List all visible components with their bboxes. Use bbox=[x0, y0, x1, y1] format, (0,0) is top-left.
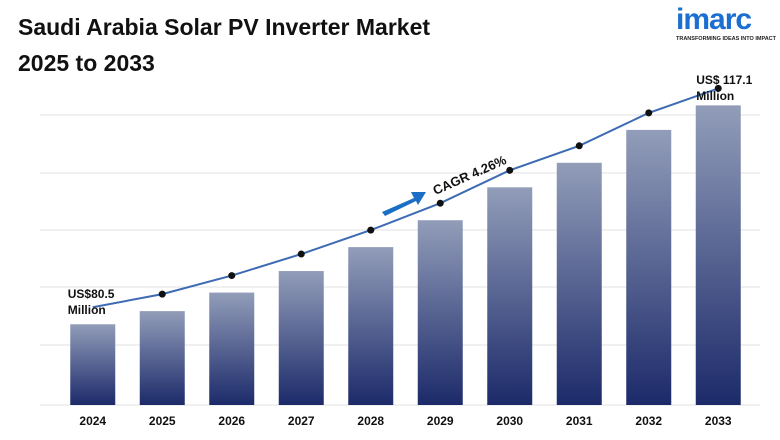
trend-line bbox=[92, 87, 719, 309]
trend-dot bbox=[297, 250, 305, 258]
trend-dot bbox=[645, 109, 653, 117]
bar bbox=[348, 247, 394, 405]
bar bbox=[695, 105, 741, 405]
bar bbox=[556, 162, 602, 405]
chart-title: Saudi Arabia Solar PV Inverter Market bbox=[18, 14, 431, 40]
bar bbox=[626, 129, 672, 405]
x-tick-label: 2032 bbox=[635, 414, 662, 428]
x-tick-label: 2030 bbox=[496, 414, 523, 428]
cagr-arrow bbox=[382, 192, 426, 216]
x-tick-label: 2024 bbox=[79, 414, 106, 428]
bar bbox=[417, 220, 463, 405]
bar bbox=[487, 187, 533, 405]
trend-dot bbox=[367, 226, 375, 234]
chart-subtitle: 2025 to 2033 bbox=[18, 50, 155, 76]
bar bbox=[139, 311, 185, 405]
x-tick-label: 2029 bbox=[427, 414, 454, 428]
trend-dot bbox=[228, 272, 236, 280]
trend-dot bbox=[506, 166, 514, 174]
trend-dot bbox=[158, 290, 166, 298]
bar bbox=[209, 292, 255, 405]
x-tick-label: 2027 bbox=[288, 414, 315, 428]
x-tick-label: 2025 bbox=[149, 414, 176, 428]
trend-dot bbox=[436, 199, 444, 207]
x-tick-label: 2028 bbox=[357, 414, 384, 428]
value-label: US$80.5 Million bbox=[67, 287, 115, 318]
x-tick-label: 2026 bbox=[218, 414, 245, 428]
x-tick-label: 2033 bbox=[705, 414, 732, 428]
trend-dot bbox=[575, 142, 583, 150]
trend-dot bbox=[714, 84, 722, 92]
logo-name: imarc bbox=[676, 3, 752, 36]
bar bbox=[70, 324, 116, 405]
value-label: US$ 117.1 Million bbox=[696, 73, 753, 104]
logo: imarc TRANSFORMING IDEAS INTO IMPACT bbox=[676, 3, 777, 43]
bar bbox=[278, 271, 324, 405]
x-tick-label: 2031 bbox=[566, 414, 593, 428]
logo-tagline: TRANSFORMING IDEAS INTO IMPACT bbox=[676, 36, 777, 42]
